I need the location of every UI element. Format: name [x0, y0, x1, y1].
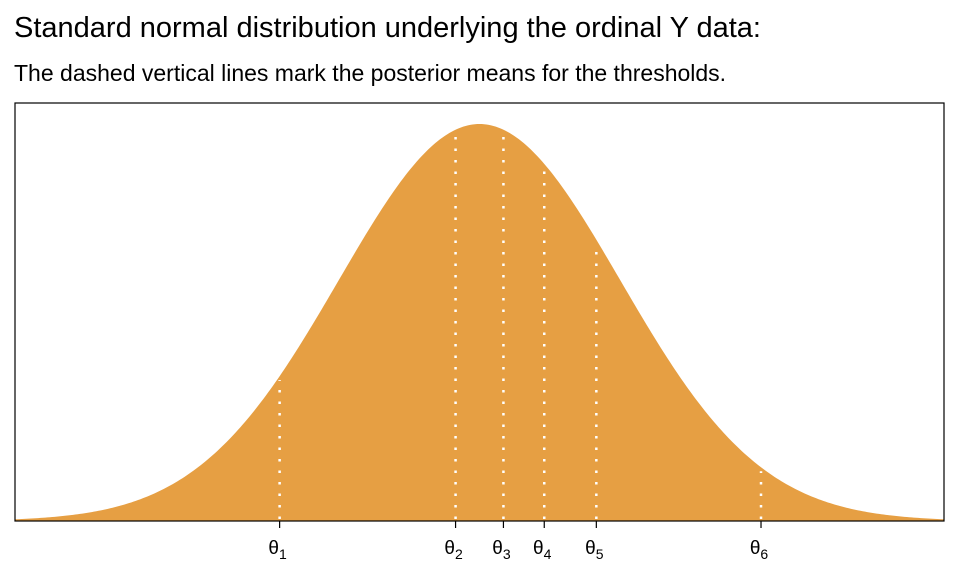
x-tick-label-6: θ6	[750, 538, 769, 562]
x-tick-label-3: θ3	[492, 538, 511, 562]
chart-subtitle: The dashed vertical lines mark the poste…	[14, 60, 727, 86]
x-tick-label-5: θ5	[585, 538, 604, 562]
x-tick-label-1: θ1	[268, 538, 287, 562]
x-tick-label-4: θ4	[533, 538, 552, 562]
x-tick-label-2: θ2	[444, 538, 463, 562]
chart-title: Standard normal distribution underlying …	[14, 12, 761, 44]
plot-frame	[14, 102, 945, 522]
density-area	[15, 124, 944, 521]
